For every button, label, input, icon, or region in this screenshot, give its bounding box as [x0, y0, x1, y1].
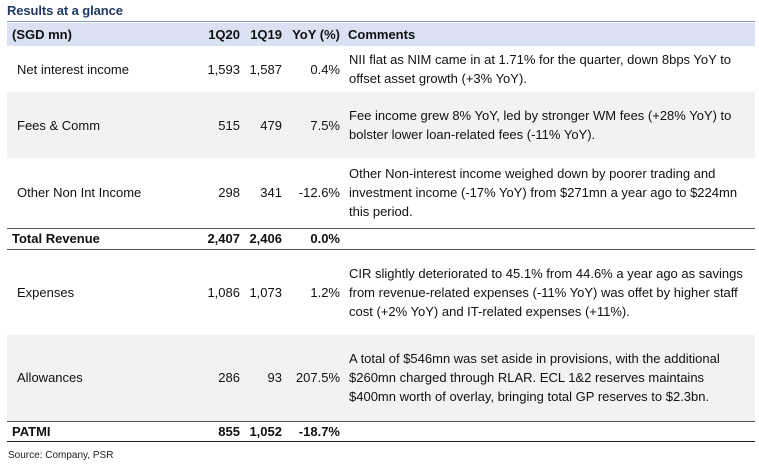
header-1q19: 1Q19 — [250, 27, 282, 42]
value-1q20: 298 — [218, 185, 240, 201]
row-label: Total Revenue — [12, 231, 100, 246]
header-row: (SGD mn) 1Q20 1Q19 YoY (%) Comments — [7, 23, 755, 46]
row-label: Other Non Int Income — [17, 185, 142, 201]
value-1q20: 2,407 — [207, 231, 240, 246]
row-label: Fees & Comm — [17, 117, 101, 133]
table-title: Results at a glance — [7, 3, 123, 18]
value-yoy: 0.0% — [310, 231, 340, 246]
header-yoy: YoY (%) — [292, 27, 340, 42]
value-1q20: 1,593 — [207, 61, 240, 77]
row-total-revenue: Total Revenue 2,407 2,406 0.0% — [7, 228, 755, 249]
row-label: PATMI — [12, 423, 51, 439]
value-1q20: 515 — [218, 117, 240, 133]
header-1q20: 1Q20 — [208, 27, 240, 42]
comment — [343, 228, 755, 249]
value-1q19: 341 — [260, 185, 282, 201]
value-yoy: 207.5% — [295, 370, 340, 386]
comment: Other Non-interest income weighed down b… — [349, 166, 738, 220]
comment: CIR slightly deteriorated to 45.1% from … — [349, 265, 743, 319]
row-label: Net interest income — [17, 61, 129, 77]
value-yoy: 1.2% — [310, 284, 340, 300]
row-fees-comm: Fees & Comm 515 479 7.5% Fee income grew… — [7, 92, 755, 158]
value-1q19: 479 — [260, 117, 282, 133]
row-label: Expenses — [17, 284, 75, 300]
value-1q19: 93 — [267, 370, 282, 386]
value-1q20: 1,086 — [207, 284, 240, 300]
value-1q20: 286 — [218, 370, 240, 386]
results-table: (SGD mn) 1Q20 1Q19 YoY (%) Comments Net … — [7, 23, 755, 442]
row-label: Allowances — [17, 370, 83, 386]
comment: NII flat as NIM came in at 1.71% for the… — [349, 52, 732, 86]
comment: Fee income grew 8% YoY, led by stronger … — [349, 108, 732, 142]
row-other-non-int-income: Other Non Int Income 298 341 -12.6% Othe… — [7, 158, 755, 228]
comment: A total of $546mn was set aside in provi… — [349, 351, 720, 405]
value-yoy: -18.7% — [298, 423, 340, 439]
header-item: (SGD mn) — [12, 27, 72, 42]
value-1q19: 1,073 — [249, 284, 282, 300]
value-yoy: 7.5% — [310, 117, 340, 133]
header-comments: Comments — [348, 27, 416, 42]
row-patmi: PATMI 855 1,052 -18.7% — [7, 421, 755, 441]
row-allowances: Allowances 286 93 207.5% A total of $546… — [7, 335, 755, 421]
row-expenses: Expenses 1,086 1,073 1.2% CIR slightly d… — [7, 249, 755, 335]
value-yoy: 0.4% — [310, 61, 340, 77]
title-divider — [7, 21, 755, 22]
value-yoy: -12.6% — [298, 185, 340, 201]
value-1q20: 855 — [218, 423, 240, 439]
comment — [343, 421, 755, 441]
value-1q19: 1,052 — [249, 423, 282, 439]
value-1q19: 2,406 — [249, 231, 282, 246]
value-1q19: 1,587 — [249, 61, 282, 77]
source-note: Source: Company, PSR — [8, 450, 114, 461]
row-net-interest-income: Net interest income 1,593 1,587 0.4% NII… — [7, 46, 755, 92]
